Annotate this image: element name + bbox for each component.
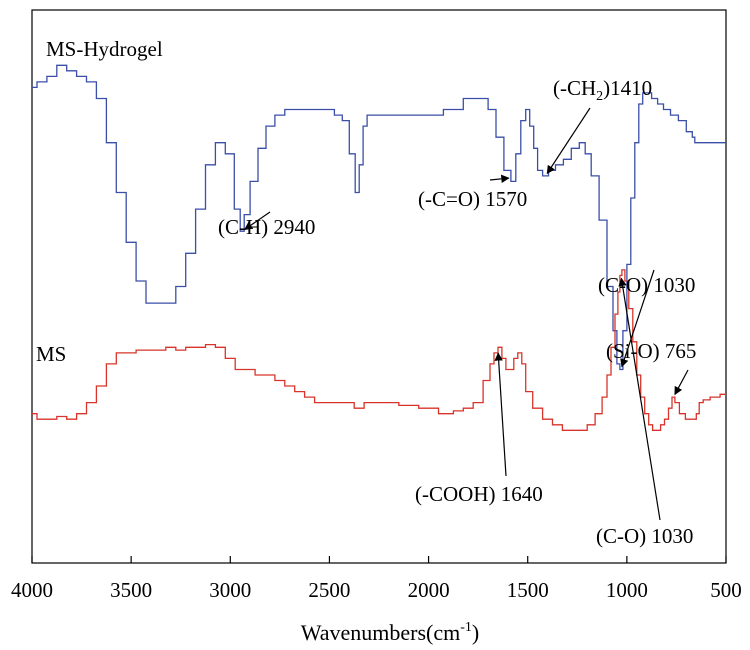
annotation-ch2-1410-subscript: 2 — [596, 89, 603, 104]
series-label-ms: MS — [36, 342, 66, 366]
annotation-ch2-1410-prefix: (-CH — [553, 76, 596, 100]
x-axis-title-main: Wavenumbers(cm — [301, 620, 461, 645]
annotation-arrow — [620, 269, 655, 368]
annotation-co-1570: (-C=O) 1570 — [418, 187, 527, 211]
annotation-ch2-1410-suffix: )1410 — [603, 76, 652, 100]
x-axis-title-close: ) — [472, 620, 479, 645]
series-label-ms-hydrogel: MS-Hydrogel — [46, 37, 163, 61]
x-tick-label: 2000 — [408, 578, 450, 602]
annotation-ch-2940: (C-H) 2940 — [218, 215, 315, 239]
x-tick-label: 1500 — [507, 578, 549, 602]
series-layer — [32, 64, 726, 431]
annotation-arrow — [618, 277, 661, 521]
x-tick-label: 3500 — [110, 578, 152, 602]
annotation-sio-765: (Si-O) 765 — [606, 339, 696, 363]
series-line-ms-hydrogel — [32, 64, 726, 371]
annotation-arrow — [674, 369, 689, 396]
annotation-arrow — [489, 174, 510, 184]
annotation-arrow — [243, 211, 271, 230]
annotation-arrow — [546, 107, 591, 175]
annotations-layer: (C-H) 2940 (-C=O) 1570 (-CH2)1410 (C-O) … — [218, 76, 696, 548]
plot-frame — [31, 9, 727, 564]
x-axis-title: Wavenumbers(cm-1) — [301, 620, 480, 645]
annotation-co-1030-ms: (C-O) 1030 — [596, 524, 693, 548]
x-tick-label: 500 — [710, 578, 742, 602]
x-tick-labels: 4000 3500 3000 2500 2000 1500 1000 500 — [11, 578, 742, 602]
annotation-ch2-1410: (-CH2)1410 — [553, 76, 652, 104]
x-axis-title-superscript: -1 — [460, 620, 472, 635]
series-line-ms — [32, 269, 726, 431]
x-tick-label: 3000 — [209, 578, 251, 602]
annotation-cooh-1640: (-COOH) 1640 — [415, 482, 543, 506]
x-tick-label: 2500 — [308, 578, 350, 602]
annotation-arrows — [243, 107, 689, 521]
x-tick-label: 1000 — [606, 578, 648, 602]
x-tick-label: 4000 — [11, 578, 53, 602]
series-labels: MS-Hydrogel MS — [36, 37, 163, 366]
annotation-arrow — [494, 352, 507, 477]
plot-axes — [31, 9, 727, 564]
